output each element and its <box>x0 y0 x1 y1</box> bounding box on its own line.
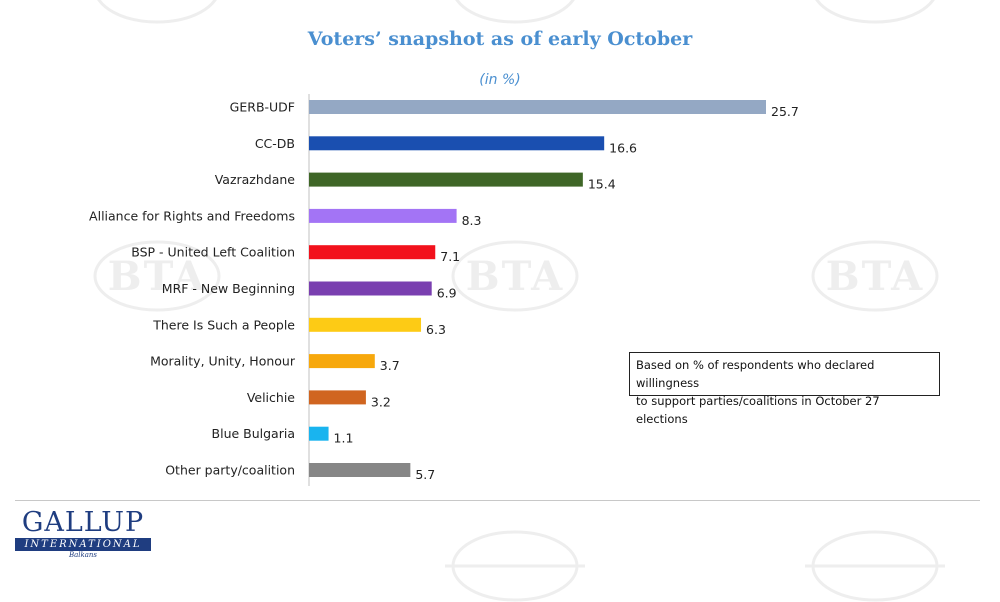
category-label: Other party/coalition <box>165 463 295 478</box>
data-label: 15.4 <box>588 177 616 192</box>
category-label: Vazrazhdane <box>215 172 296 187</box>
watermark <box>455 0 575 24</box>
chart-title: Voters’ snapshot as of early October <box>307 28 693 50</box>
bar <box>309 100 766 114</box>
data-label: 1.1 <box>334 431 354 446</box>
chart-subtitle: (in %) <box>479 72 521 88</box>
bar <box>309 317 422 332</box>
bar <box>309 426 329 441</box>
watermark: BTA <box>811 240 939 312</box>
svg-text:BTA: BTA <box>466 253 564 300</box>
category-label: Alliance for Rights and Freedoms <box>89 208 295 223</box>
category-label: There Is Such a People <box>152 317 295 332</box>
logo-bar-text: INTERNATIONAL <box>15 538 151 551</box>
data-label: 6.3 <box>426 322 446 337</box>
category-label: BSP - United Left Coalition <box>131 245 295 260</box>
bar <box>309 208 457 223</box>
svg-text:BTA: BTA <box>826 253 924 300</box>
data-label: 6.9 <box>437 286 457 301</box>
category-label: MRF - New Beginning <box>162 281 295 296</box>
category-label: Morality, Unity, Honour <box>150 354 296 369</box>
gallup-international-logo: GALLUP INTERNATIONAL Balkans <box>13 507 153 561</box>
watermark <box>445 530 585 602</box>
methodology-note: Based on % of respondents who declared w… <box>629 352 940 426</box>
data-label: 7.1 <box>440 249 460 264</box>
bar-chart: GERB-UDF 25.7 CC-DB 16.6 Vazrazhdane 15.4 Alli… <box>89 94 799 486</box>
data-label: 8.3 <box>462 213 482 228</box>
bar <box>309 354 375 369</box>
watermark <box>97 0 217 24</box>
watermark: BTA <box>93 240 221 312</box>
data-label: 5.7 <box>415 467 435 482</box>
category-label: Velichie <box>247 390 295 405</box>
logo-sub-text: Balkans <box>68 551 98 559</box>
note-line-2: to support parties/coalitions in October… <box>636 394 880 426</box>
category-label: GERB-UDF <box>230 100 295 115</box>
watermark <box>815 0 935 24</box>
bar <box>309 463 411 477</box>
watermark <box>805 530 945 602</box>
data-label: 3.7 <box>380 358 400 373</box>
svg-text:BTA: BTA <box>108 253 206 300</box>
bar <box>309 172 583 187</box>
bar <box>309 245 436 260</box>
data-label: 25.7 <box>771 104 799 119</box>
note-line-1: Based on % of respondents who declared w… <box>636 358 875 390</box>
category-label: Blue Bulgaria <box>212 426 295 441</box>
footer-divider <box>15 500 980 501</box>
bar <box>309 390 366 405</box>
category-label: CC-DB <box>255 136 295 151</box>
data-label: 16.6 <box>609 140 637 155</box>
bar <box>309 281 432 296</box>
watermark: BTA <box>451 240 579 312</box>
logo-main-text: GALLUP <box>21 507 145 538</box>
data-label: 3.2 <box>371 394 391 409</box>
bar <box>309 136 605 151</box>
